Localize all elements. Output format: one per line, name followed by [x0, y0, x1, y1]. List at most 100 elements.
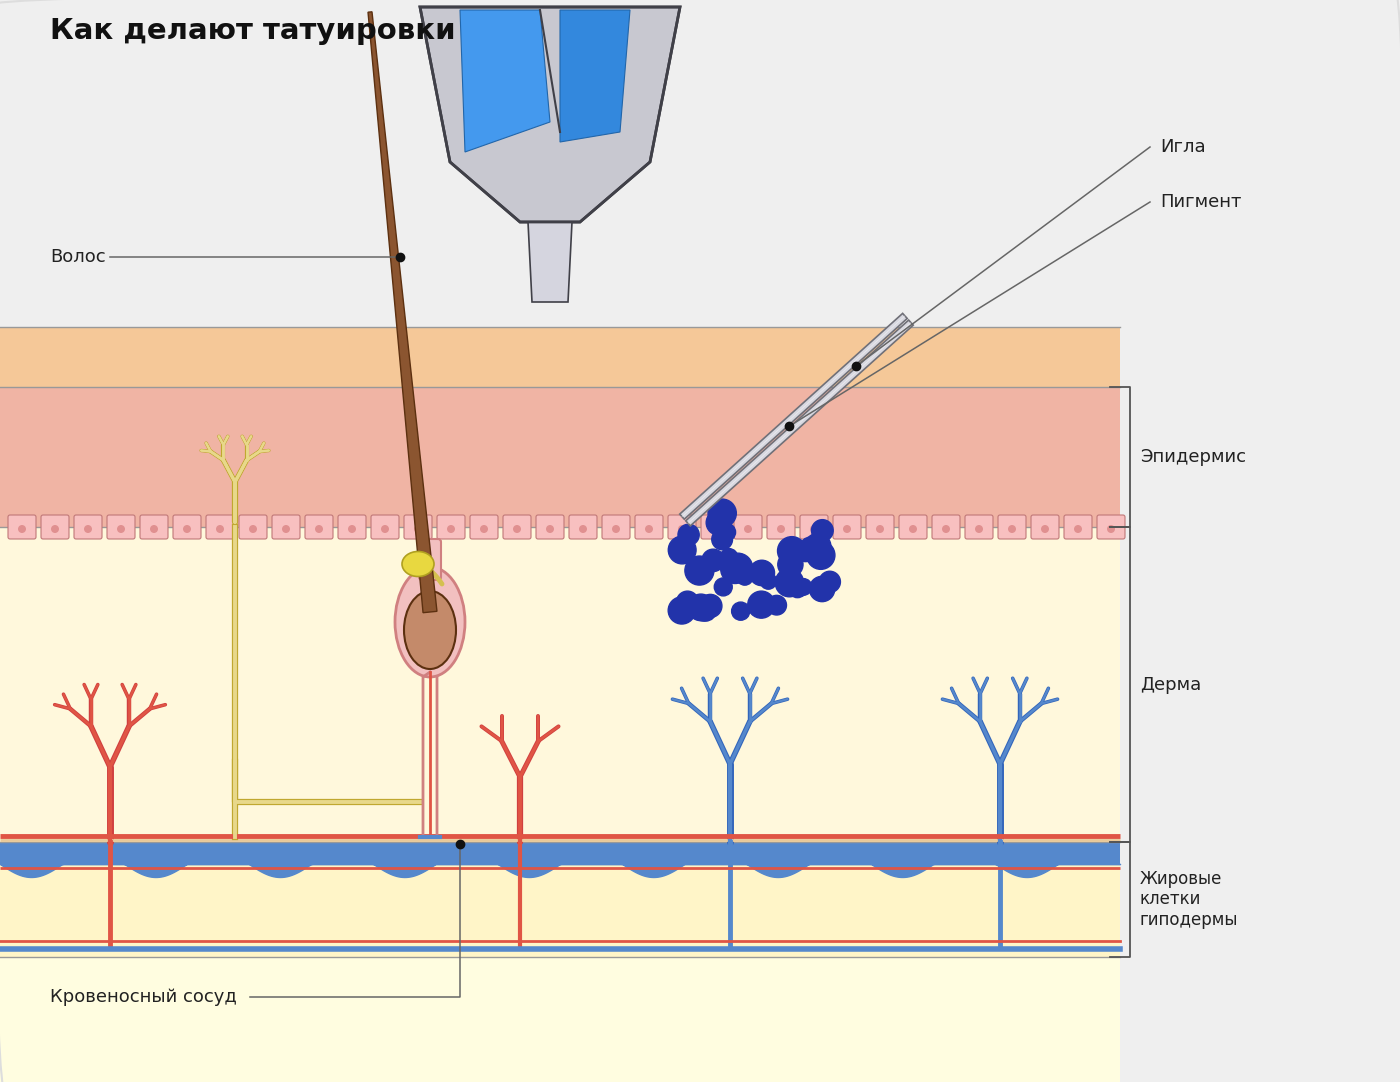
Circle shape [281, 525, 290, 533]
Text: Эпидермис: Эпидермис [1140, 448, 1246, 466]
Circle shape [755, 560, 769, 576]
Polygon shape [461, 10, 550, 151]
Text: Волос: Волос [50, 248, 105, 266]
Circle shape [760, 572, 777, 590]
Circle shape [678, 525, 686, 533]
Circle shape [767, 595, 787, 615]
Polygon shape [680, 314, 907, 519]
Text: Жировые
клетки
гиподермы: Жировые клетки гиподермы [1140, 870, 1239, 929]
Circle shape [797, 543, 815, 562]
Circle shape [480, 525, 489, 533]
Circle shape [777, 537, 806, 565]
Circle shape [806, 541, 834, 569]
Ellipse shape [395, 567, 465, 677]
Circle shape [84, 525, 92, 533]
Circle shape [693, 601, 714, 621]
Circle shape [687, 594, 714, 621]
FancyBboxPatch shape [405, 515, 433, 539]
FancyBboxPatch shape [437, 515, 465, 539]
Circle shape [183, 525, 190, 533]
Circle shape [697, 603, 715, 621]
Circle shape [714, 578, 732, 596]
Bar [0, 527, 1120, 842]
Circle shape [805, 533, 830, 559]
Polygon shape [560, 10, 630, 142]
Bar [0, 327, 1120, 387]
Circle shape [249, 525, 258, 533]
FancyBboxPatch shape [799, 515, 827, 539]
Circle shape [645, 525, 652, 533]
Circle shape [349, 525, 356, 533]
FancyBboxPatch shape [1098, 515, 1126, 539]
Circle shape [546, 525, 554, 533]
FancyBboxPatch shape [536, 515, 564, 539]
Circle shape [708, 499, 736, 527]
Circle shape [777, 525, 785, 533]
Circle shape [778, 552, 804, 577]
Circle shape [801, 537, 820, 556]
FancyBboxPatch shape [965, 515, 993, 539]
Circle shape [720, 549, 738, 566]
FancyBboxPatch shape [41, 515, 69, 539]
Circle shape [612, 525, 620, 533]
Circle shape [974, 525, 983, 533]
Circle shape [812, 519, 833, 541]
Circle shape [811, 525, 818, 533]
Circle shape [580, 525, 587, 533]
Circle shape [1042, 525, 1049, 533]
Bar [0, 842, 1120, 956]
Ellipse shape [402, 552, 434, 577]
Text: Кровеносный сосуд: Кровеносный сосуд [50, 988, 237, 1006]
Circle shape [118, 525, 125, 533]
Polygon shape [420, 6, 680, 222]
Circle shape [1107, 525, 1114, 533]
Circle shape [721, 555, 749, 583]
FancyBboxPatch shape [701, 515, 729, 539]
Circle shape [18, 525, 27, 533]
Polygon shape [368, 12, 437, 612]
Circle shape [843, 525, 851, 533]
FancyBboxPatch shape [833, 515, 861, 539]
Circle shape [788, 579, 806, 597]
Text: Игла: Игла [1161, 138, 1205, 156]
FancyBboxPatch shape [899, 515, 927, 539]
FancyBboxPatch shape [206, 515, 234, 539]
FancyBboxPatch shape [503, 515, 531, 539]
FancyBboxPatch shape [734, 515, 762, 539]
FancyBboxPatch shape [305, 515, 333, 539]
Circle shape [711, 529, 732, 550]
FancyBboxPatch shape [668, 515, 696, 539]
Bar [0, 842, 1120, 865]
Circle shape [668, 597, 696, 624]
Circle shape [743, 525, 752, 533]
Ellipse shape [405, 591, 456, 669]
Circle shape [1074, 525, 1082, 533]
Text: Пигмент: Пигмент [1161, 193, 1242, 211]
Circle shape [718, 524, 735, 541]
FancyBboxPatch shape [337, 515, 365, 539]
Circle shape [701, 550, 724, 571]
Circle shape [150, 525, 158, 533]
Circle shape [512, 525, 521, 533]
FancyBboxPatch shape [174, 515, 202, 539]
Circle shape [722, 553, 753, 583]
FancyBboxPatch shape [419, 539, 441, 580]
Text: Дерма: Дерма [1140, 675, 1201, 694]
Circle shape [795, 579, 812, 595]
Circle shape [216, 525, 224, 533]
FancyBboxPatch shape [1030, 515, 1058, 539]
Circle shape [732, 602, 750, 620]
FancyBboxPatch shape [932, 515, 960, 539]
Circle shape [678, 524, 699, 545]
Circle shape [876, 525, 883, 533]
Bar [0, 956, 1120, 1082]
Text: Как делают татуировки: Как делают татуировки [50, 17, 455, 45]
FancyBboxPatch shape [140, 515, 168, 539]
Circle shape [711, 525, 720, 533]
FancyBboxPatch shape [239, 515, 267, 539]
Circle shape [447, 525, 455, 533]
Circle shape [706, 511, 731, 536]
FancyBboxPatch shape [8, 515, 36, 539]
FancyBboxPatch shape [1064, 515, 1092, 539]
Circle shape [711, 507, 732, 528]
